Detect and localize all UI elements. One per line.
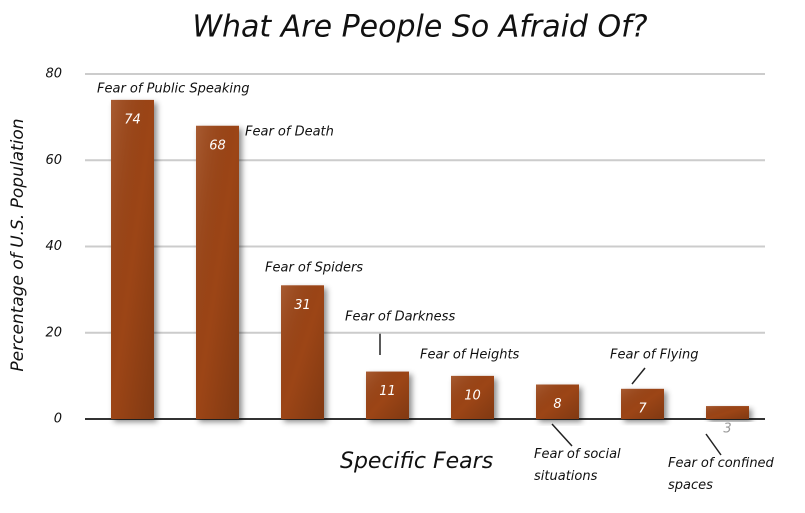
pointer (551, 423, 573, 447)
category-label: Fear of Death (245, 125, 334, 140)
bar (196, 125, 239, 419)
pointer (631, 367, 646, 385)
value-label: 10 (464, 388, 481, 403)
y-tick-label: 40 (45, 239, 62, 254)
y-tick-label: 20 (45, 325, 62, 340)
category-label: Fear of Darkness (345, 310, 455, 325)
category-label-box: Fear of confined spaces (668, 456, 774, 493)
category-label: Fear of social situations (534, 447, 621, 484)
y-axis-label: Percentage of U.S. Population (8, 118, 28, 371)
chart-title: What Are People So Afraid Of? (192, 10, 647, 45)
category-label: Fear of Heights (420, 348, 520, 363)
value-label: 74 (124, 112, 141, 127)
value-label: 11 (379, 384, 396, 399)
category-label-box: Fear of social situations (534, 447, 621, 484)
category-label: Fear of Spiders (265, 261, 363, 276)
value-label: 68 (209, 138, 226, 153)
value-label: 8 (553, 397, 561, 412)
y-tick-label: 60 (45, 153, 62, 168)
y-tick-label: 80 (45, 67, 62, 82)
bar (706, 406, 749, 419)
y-tick-label: 0 (54, 412, 62, 427)
pointer (705, 433, 722, 456)
value-label: 7 (638, 401, 647, 416)
value-label: 3 (723, 422, 731, 437)
x-axis-label: Specific Fears (340, 449, 493, 474)
value-label: 31 (294, 298, 311, 313)
category-label: Fear of Flying (610, 348, 698, 363)
bar (111, 99, 154, 419)
category-label: Fear of Public Speaking (97, 82, 250, 97)
category-label: Fear of confined spaces (668, 456, 774, 493)
